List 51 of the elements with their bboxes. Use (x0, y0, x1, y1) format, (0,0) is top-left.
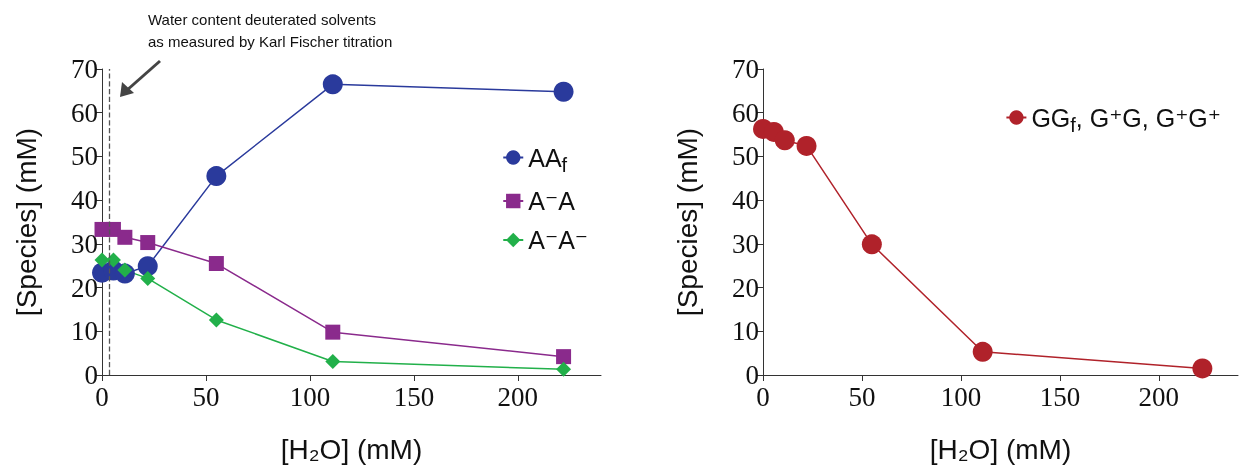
legend-label: A⁻A (528, 187, 576, 215)
point (206, 166, 227, 187)
point (972, 341, 993, 362)
y-tick-label: 60 (732, 97, 759, 128)
legend-label: A⁻A⁻ (528, 226, 589, 254)
y-tick-label: 30 (732, 228, 759, 259)
x-tick-label: 150 (1039, 381, 1081, 412)
x-tick-label: 100 (940, 381, 982, 412)
point (861, 234, 882, 255)
point (117, 229, 133, 245)
y-axis-title: [Species] (mM) (10, 127, 42, 317)
y-tick-label: 50 (732, 141, 759, 172)
point (140, 235, 156, 251)
point (325, 324, 341, 340)
x-tick-label: 50 (192, 381, 220, 412)
point (1192, 358, 1213, 379)
point (137, 256, 158, 277)
point (556, 349, 572, 365)
point (105, 252, 121, 268)
y-tick-label: 30 (71, 228, 98, 259)
x-tick-label: 50 (848, 381, 876, 412)
y-tick-label: 10 (732, 316, 759, 347)
y-tick-label: 60 (71, 97, 98, 128)
point (322, 74, 343, 95)
point (553, 81, 574, 102)
y-tick-label: 20 (71, 272, 98, 303)
point (94, 252, 110, 268)
y-tick-label: 40 (71, 185, 98, 216)
y-tick-label: 10 (71, 316, 98, 347)
x-tick-label: 200 (497, 381, 539, 412)
text: Water content deuterated solvents as measured by Karl Fischer titration (148, 10, 393, 50)
y-axis-title: [Species] (mM) (671, 127, 703, 317)
point (774, 130, 795, 151)
point (140, 270, 156, 286)
y-tick-label: 20 (732, 272, 759, 303)
y-tick-label: 40 (732, 185, 759, 216)
x-axis-title: [H₂O] (mM) (929, 433, 1072, 465)
x-tick-label: 200 (1138, 381, 1180, 412)
point (208, 256, 224, 272)
point (556, 361, 572, 377)
point (796, 135, 817, 156)
y-tick-label: 0 (745, 360, 759, 390)
point (325, 353, 341, 369)
y-tick-label: 50 (71, 141, 98, 172)
point (208, 312, 224, 328)
y-tick-label: 70 (71, 54, 98, 84)
y-tick-label: 0 (84, 360, 98, 390)
y-tick-label: 70 (732, 54, 759, 84)
x-tick-label: 100 (289, 381, 331, 412)
x-axis-title: [H₂O] (mM) (280, 433, 423, 465)
x-tick-label: 150 (393, 381, 435, 412)
